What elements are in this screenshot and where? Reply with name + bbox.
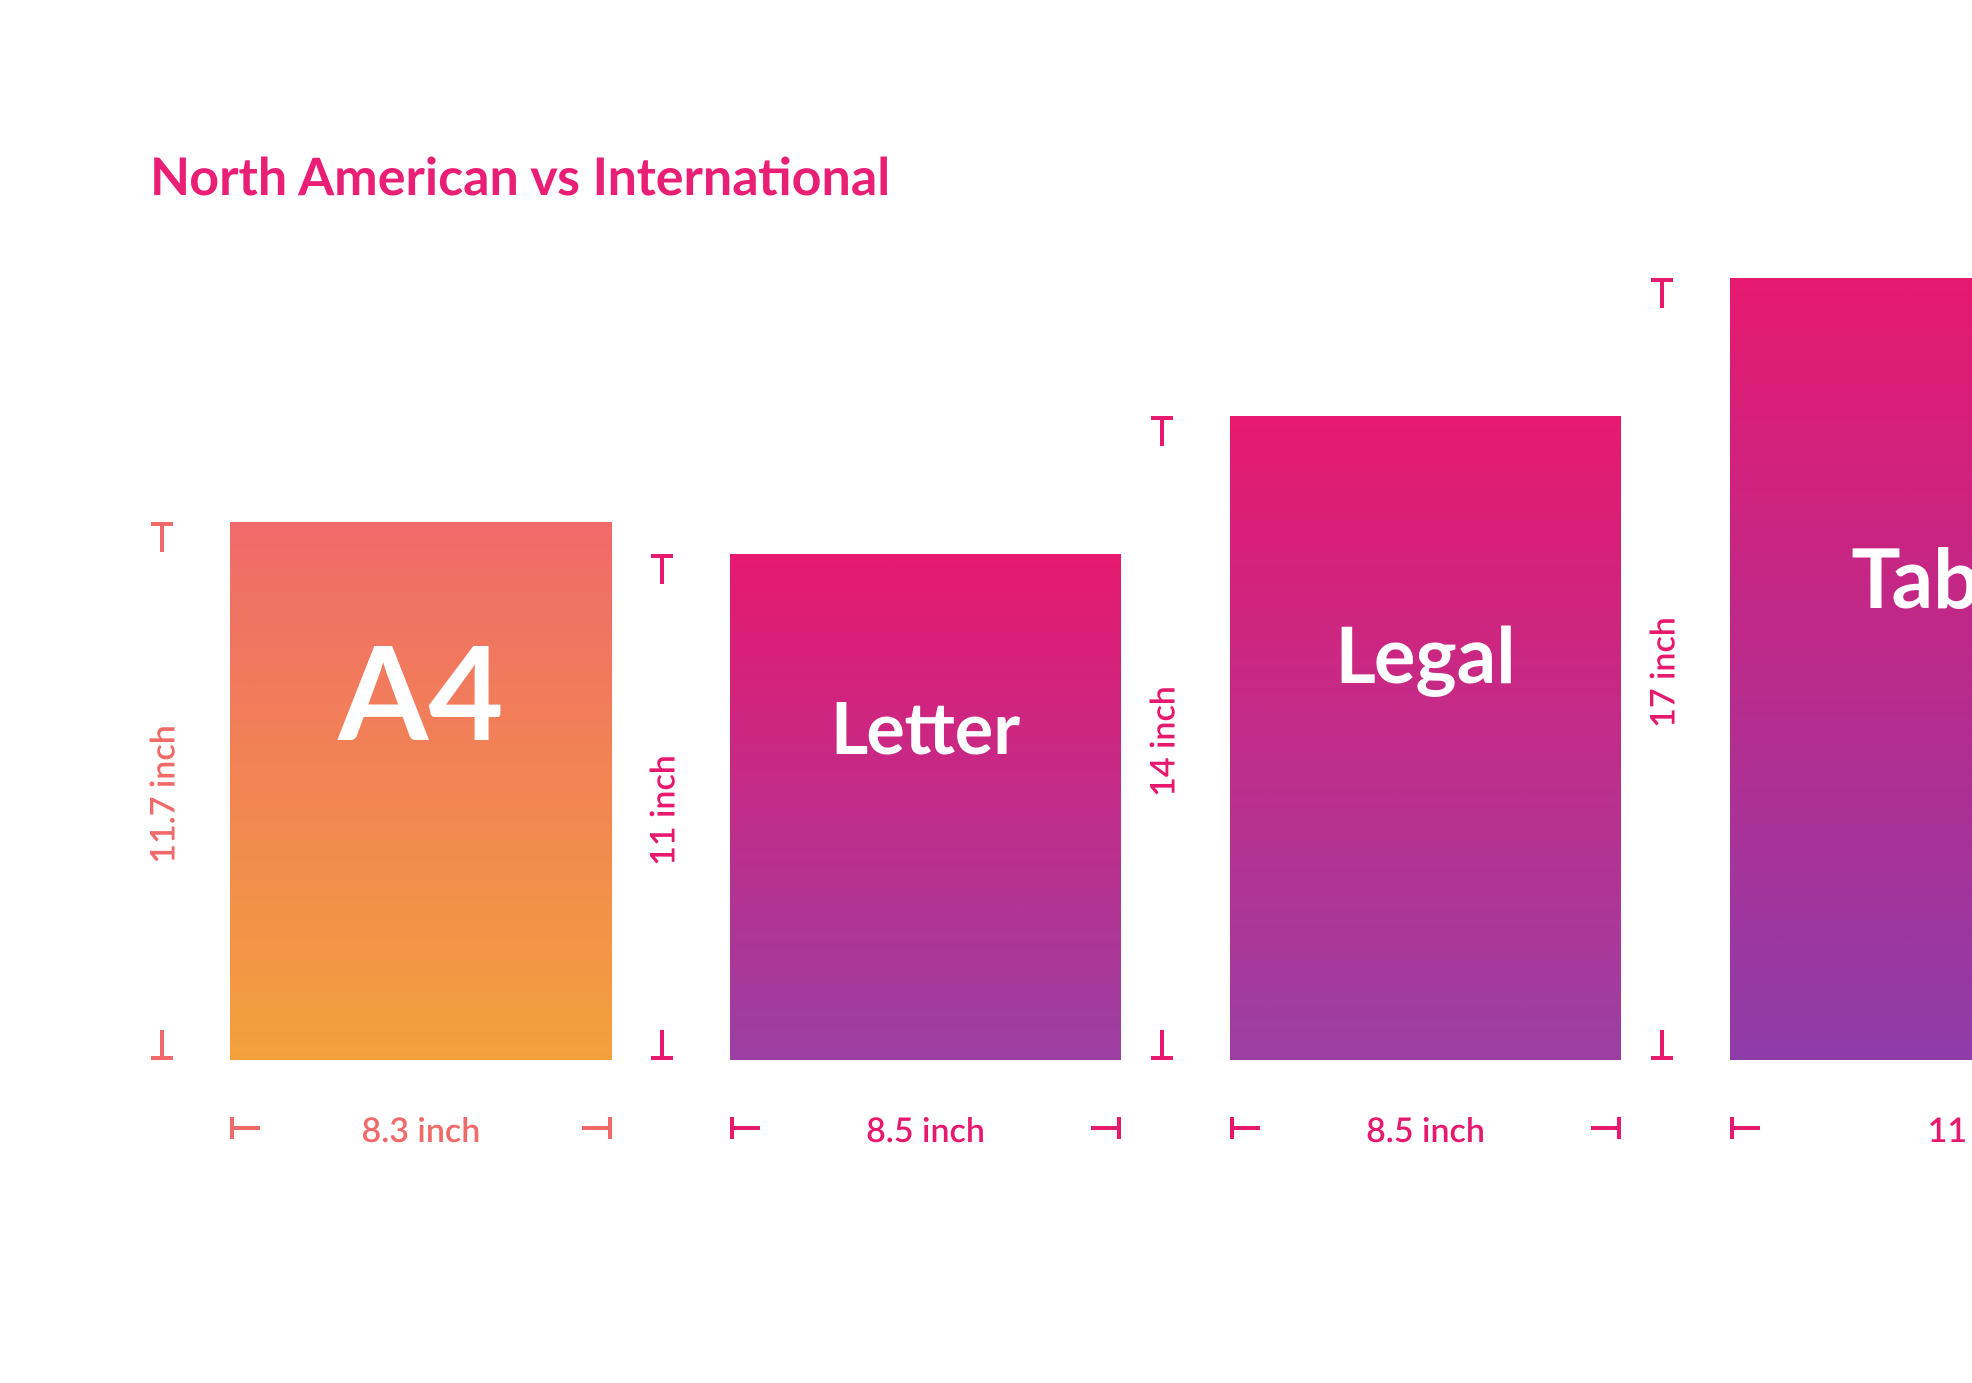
v-tick-top [1660,278,1664,308]
width-label-tabloid: 11 inch [1730,1109,1972,1150]
height-label-a4: 11.7 inch [142,694,183,894]
width-label-letter: 8.5 inch [730,1109,1121,1150]
width-label-a4: 8.3 inch [230,1109,612,1150]
paper-rect-a4 [230,522,612,1060]
height-label-letter: 11 inch [642,711,683,911]
paper-label-tabloid: Tabloid [1730,528,1972,626]
height-label-legal: 14 inch [1142,642,1183,842]
width-label-legal: 8.5 inch [1230,1109,1621,1150]
v-tick-bot [160,1030,164,1060]
v-tick-top [660,554,664,584]
v-tick-bot [660,1030,664,1060]
paper-rect-tabloid [1730,278,1972,1060]
paper-rect-legal [1230,416,1621,1060]
v-tick-top [160,522,164,552]
v-tick-top [1160,416,1164,446]
chart-title: North American vs International [150,145,890,207]
height-label-tabloid: 17 inch [1642,573,1683,773]
paper-label-letter: Letter [730,684,1121,770]
paper-label-legal: Legal [1230,606,1621,700]
paper-rect-letter [730,554,1121,1060]
v-tick-bot [1660,1030,1664,1060]
v-tick-bot [1160,1030,1164,1060]
paper-label-a4: A4 [230,612,612,768]
